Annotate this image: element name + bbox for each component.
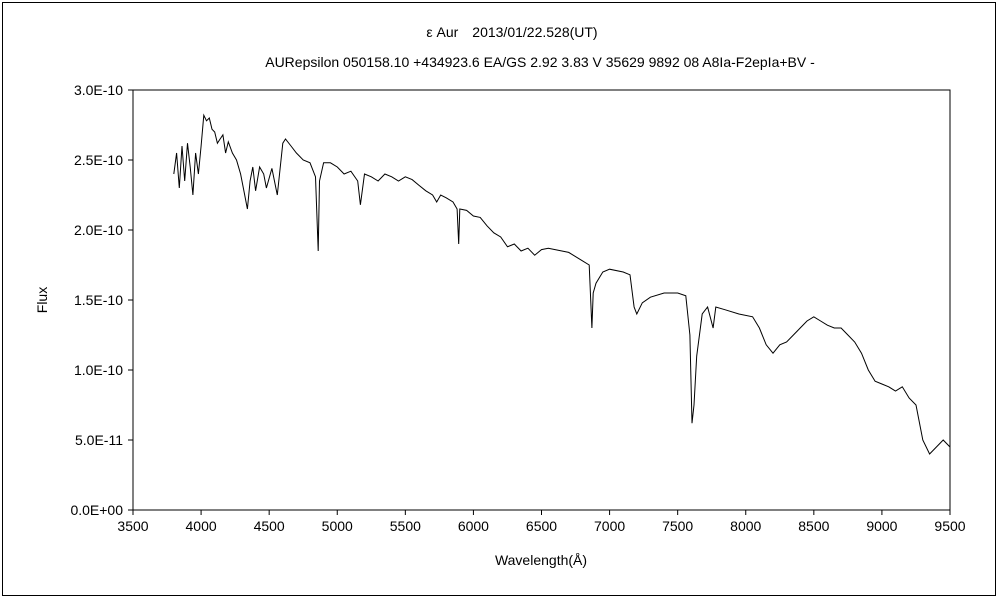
x-tick-label: 3500 xyxy=(117,518,148,534)
y-tick-label: 5.0E-11 xyxy=(75,432,123,448)
x-tick-label: 8500 xyxy=(798,518,829,534)
plot-area xyxy=(132,89,951,511)
x-tick-label: 9000 xyxy=(866,518,897,534)
x-tick-label: 9500 xyxy=(934,518,965,534)
x-axis-label: Wavelength(Å) xyxy=(495,552,587,568)
x-tick-label: 8000 xyxy=(730,518,761,534)
y-tick-label: 0.0E+00 xyxy=(70,502,123,518)
y-tick-label: 2.0E-10 xyxy=(74,222,123,238)
y-axis-label: Flux xyxy=(34,287,50,313)
x-tick-label: 4000 xyxy=(186,518,217,534)
x-tick-label: 5000 xyxy=(322,518,353,534)
chart-title: ε Aur 2013/01/22.528(UT) xyxy=(426,24,597,40)
x-tick-label: 6000 xyxy=(458,518,489,534)
x-tick-label: 6500 xyxy=(526,518,557,534)
y-tick-label: 1.0E-10 xyxy=(74,362,123,378)
x-tick-label: 4500 xyxy=(254,518,285,534)
spectrum-line xyxy=(173,113,951,455)
x-tick-label: 5500 xyxy=(390,518,421,534)
x-tick-label: 7500 xyxy=(662,518,693,534)
x-tick-label: 7000 xyxy=(594,518,625,534)
chart-subtitle: AURepsilon 050158.10 +434923.6 EA/GS 2.9… xyxy=(265,54,815,70)
y-tick-label: 3.0E-10 xyxy=(74,82,123,98)
y-tick-label: 1.5E-10 xyxy=(74,292,123,308)
y-tick-label: 2.5E-10 xyxy=(74,152,123,168)
